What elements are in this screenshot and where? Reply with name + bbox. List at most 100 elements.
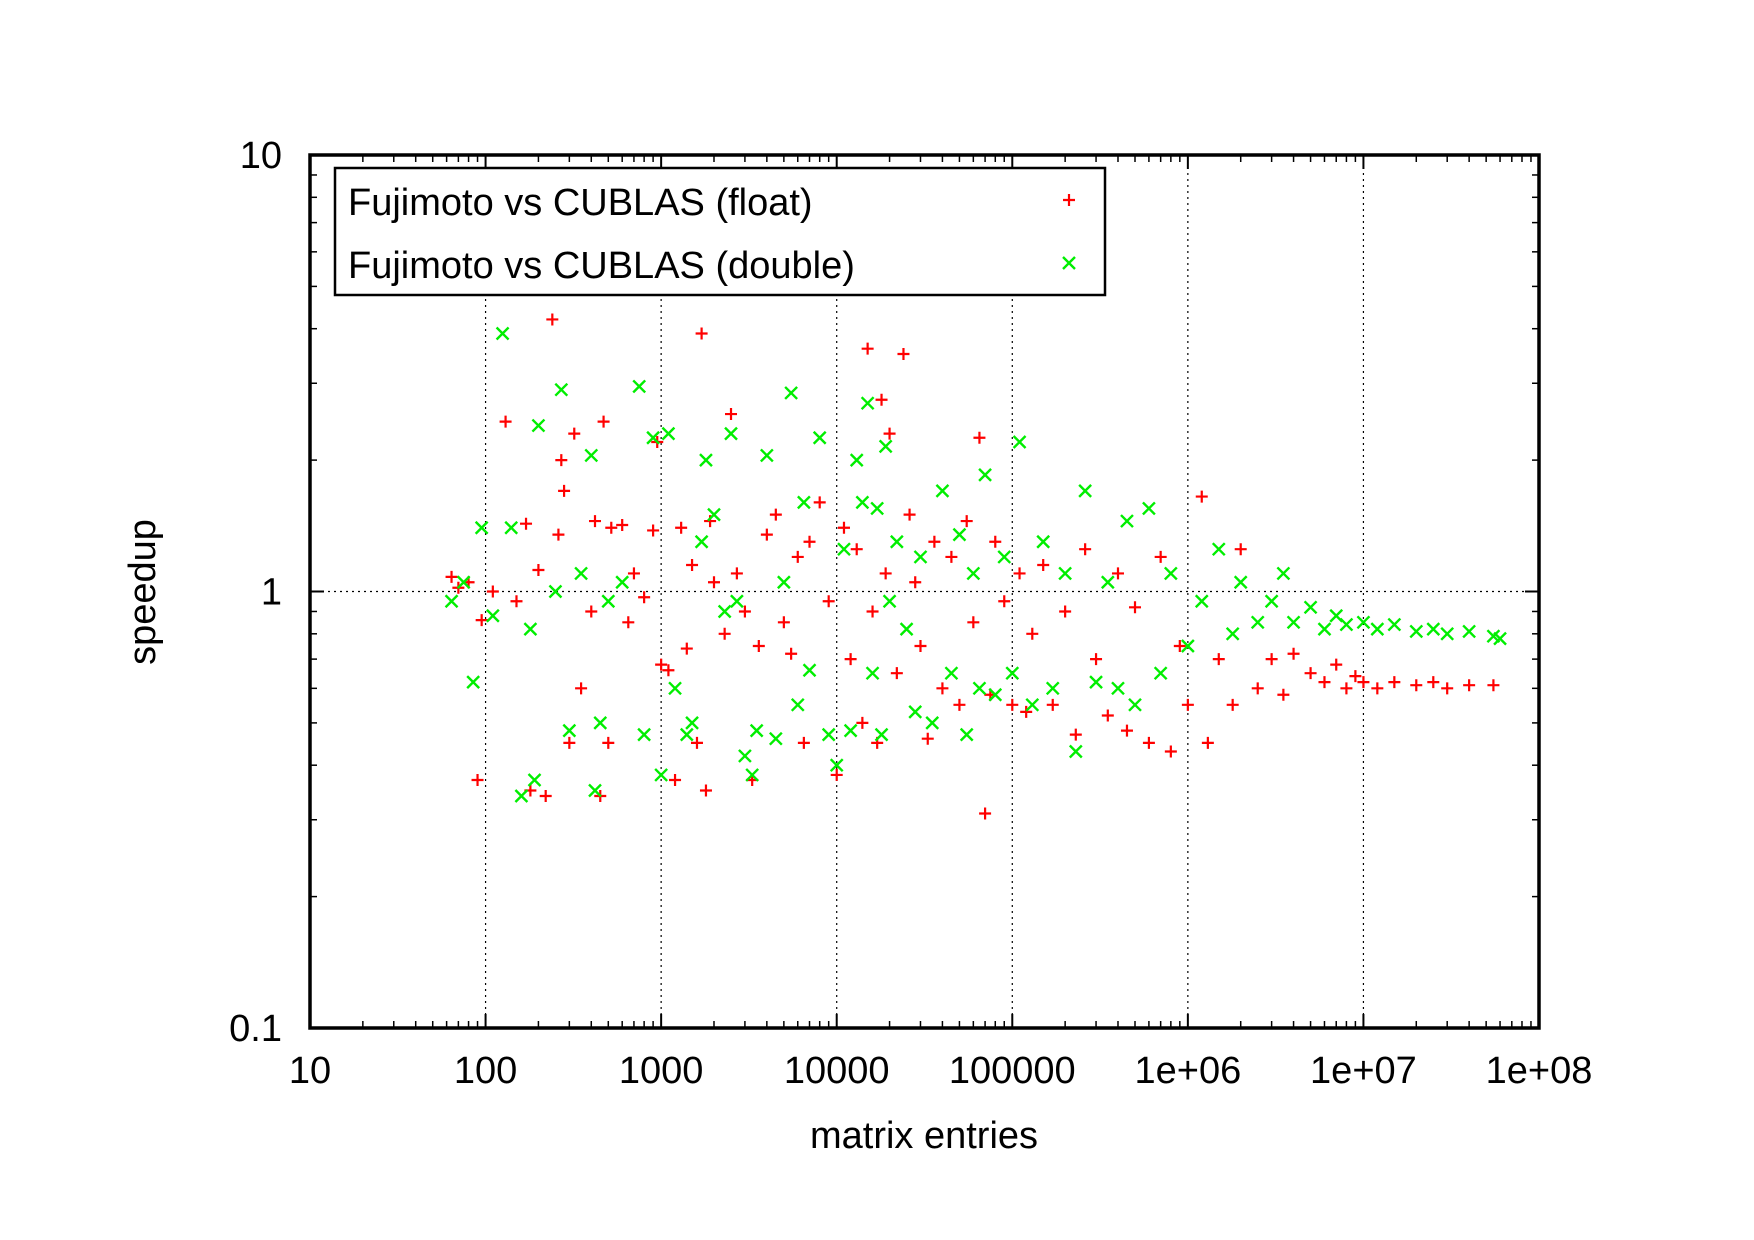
data-point-float — [752, 640, 765, 653]
data-point-float — [669, 773, 682, 786]
data-point-double — [878, 439, 893, 454]
data-point-float — [928, 535, 941, 548]
data-point-double — [637, 727, 651, 742]
data-point-double — [925, 716, 940, 730]
data-point-float — [1059, 605, 1072, 618]
data-point-float — [1046, 698, 1059, 711]
data-point-float — [797, 736, 810, 749]
x-tick-label: 1e+06 — [1134, 1050, 1241, 1092]
data-point-double — [466, 675, 481, 689]
data-point-float — [803, 535, 816, 548]
data-point-double — [1100, 575, 1115, 590]
legend-marker-plus — [1063, 194, 1075, 206]
data-point-double — [908, 705, 923, 719]
data-point-double — [1194, 594, 1209, 609]
data-point-float — [699, 784, 712, 797]
legend: Fujimoto vs CUBLAS (float) Fujimoto vs C… — [333, 166, 1107, 297]
data-point-double — [784, 386, 798, 400]
data-point-double — [1233, 575, 1248, 590]
data-point-float — [861, 342, 874, 355]
data-point-double — [749, 723, 764, 738]
data-point-double — [797, 495, 811, 510]
data-point-double — [593, 716, 608, 730]
data-point-float — [622, 616, 635, 629]
data-point-double — [997, 550, 1012, 564]
data-point-double — [874, 727, 889, 742]
data-point-double — [1462, 624, 1476, 639]
data-point-double — [777, 575, 791, 590]
data-point-float — [903, 508, 916, 521]
data-point-double — [646, 430, 660, 445]
data-point-float — [1371, 682, 1384, 695]
data-point-float — [1111, 567, 1124, 580]
series-float — [445, 313, 1500, 820]
data-point-double — [615, 575, 630, 590]
data-point-float — [647, 524, 660, 537]
data-point-double — [1153, 666, 1168, 681]
data-point-float — [1388, 676, 1401, 689]
grid-layer — [310, 155, 1539, 1028]
data-point-double — [837, 542, 851, 557]
data-point-double — [444, 594, 459, 609]
data-point-double — [870, 501, 885, 516]
data-point-float — [979, 807, 992, 820]
data-point-double — [1036, 534, 1051, 549]
data-point-double — [584, 448, 599, 463]
data-point-double — [574, 566, 588, 581]
data-point-float — [1173, 640, 1186, 653]
data-point-float — [1265, 653, 1278, 666]
data-point-float — [563, 736, 576, 749]
data-point-float — [638, 591, 651, 604]
data-point-double — [913, 550, 928, 564]
data-point-float — [921, 732, 934, 745]
data-point-double — [1493, 631, 1507, 646]
data-point-float — [555, 454, 568, 467]
data-point-float — [605, 521, 618, 534]
data-point-double — [978, 468, 992, 482]
data-point-float — [616, 519, 629, 532]
data-point-double — [474, 520, 489, 535]
data-point-double — [730, 594, 744, 609]
data-point-double — [935, 484, 950, 498]
data-point-double — [504, 520, 519, 535]
data-point-float — [960, 515, 973, 528]
data-point-float — [730, 567, 743, 580]
data-point-float — [1164, 745, 1177, 758]
series-double — [444, 326, 1507, 803]
data-point-float — [520, 517, 533, 530]
data-point-float — [989, 535, 1002, 548]
data-point-float — [662, 664, 675, 677]
y-tick-label: 1 — [261, 572, 282, 614]
data-point-float — [1340, 682, 1353, 695]
data-point-double — [1426, 622, 1441, 636]
x-tick-label: 1e+07 — [1310, 1050, 1417, 1092]
data-point-double — [527, 773, 542, 787]
data-point-double — [717, 604, 732, 619]
data-point-float — [890, 667, 903, 680]
data-point-double — [790, 697, 805, 712]
data-point-double — [1356, 615, 1371, 630]
x-tick-label: 10 — [289, 1050, 331, 1092]
data-point-double — [495, 326, 510, 341]
data-point-float — [822, 595, 835, 608]
data-point-double — [812, 430, 827, 445]
data-point-float — [686, 559, 699, 572]
data-point-float — [1129, 601, 1141, 614]
data-point-float — [627, 567, 640, 580]
data-point-float — [1277, 688, 1290, 701]
data-point-double — [523, 622, 538, 636]
data-point-double — [1409, 624, 1424, 639]
data-point-double — [548, 584, 563, 599]
data-point-double — [694, 534, 709, 549]
data-point-double — [988, 687, 1003, 702]
x-axis-label: matrix entries — [810, 1115, 1038, 1157]
data-point-float — [791, 550, 804, 563]
data-point-float — [856, 716, 869, 729]
data-point-float — [760, 528, 773, 541]
x-tick-label: 1000 — [619, 1050, 704, 1092]
x-tick-label: 100 — [454, 1050, 517, 1092]
data-point-float — [499, 415, 512, 428]
data-point-double — [1058, 566, 1072, 581]
data-point-double — [802, 663, 817, 678]
